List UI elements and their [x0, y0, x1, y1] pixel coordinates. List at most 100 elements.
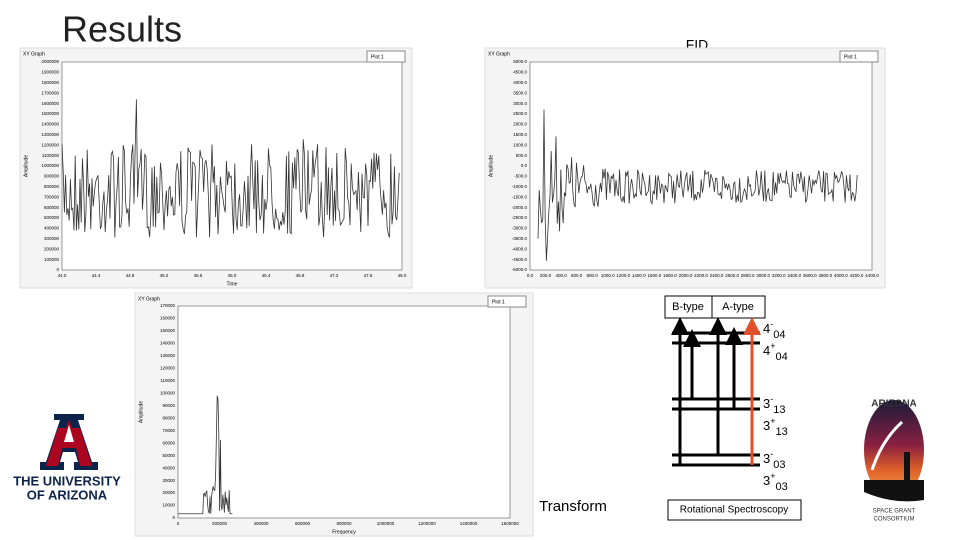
- y-tick-label: 200000: [44, 246, 60, 251]
- y-tick-label: 20000: [162, 490, 175, 495]
- level-sub: 03: [776, 481, 788, 493]
- y-tick-label: 150000: [160, 328, 176, 333]
- y-tick-label: 130000: [160, 353, 176, 358]
- level-sup: -: [770, 449, 773, 459]
- y-tick-label: -4500.0: [512, 257, 528, 262]
- level-sub: 13: [776, 426, 788, 438]
- x-tick-label: 44.8: [126, 273, 135, 278]
- y-tick-label: 110000: [160, 378, 175, 383]
- level-sup: +: [770, 416, 775, 426]
- x-tick-label: 2600.0: [725, 273, 739, 278]
- slide-title: Results: [62, 9, 182, 50]
- x-tick-label: 48.0: [398, 273, 407, 278]
- x-tick-label: 800.0: [587, 273, 599, 278]
- level-main: 3: [763, 451, 770, 466]
- y-tick-label: -500.0: [514, 174, 527, 179]
- y-tick-label: 1000000: [41, 163, 59, 168]
- y-tick-label: 600000: [44, 205, 60, 210]
- plot-area: [529, 61, 873, 271]
- y-tick-label: 80000: [162, 415, 175, 420]
- x-tick-label: 44.4: [92, 273, 101, 278]
- y-tick-label: -5000.0: [512, 267, 528, 272]
- y-axis-label: Amplitude: [488, 155, 494, 177]
- y-tick-label: 5000.0: [513, 59, 527, 64]
- y-tick-label: 10000: [162, 503, 175, 508]
- y-tick-label: -2500.0: [512, 215, 528, 220]
- y-tick-label: 900000: [44, 174, 60, 179]
- y-tick-label: 1400000: [41, 122, 59, 127]
- y-tick-label: 1100000: [42, 153, 60, 158]
- x-tick-label: 600000: [295, 521, 311, 526]
- x-tick-label: 47.2: [330, 273, 339, 278]
- x-tick-label: 3000.0: [756, 273, 770, 278]
- level-label: 3-13: [763, 394, 785, 416]
- level-label: 4+04: [763, 341, 788, 363]
- y-tick-label: 60000: [162, 440, 175, 445]
- y-tick-label: 1200000: [41, 142, 59, 147]
- level-sup: +: [770, 341, 775, 351]
- y-tick-label: 500000: [44, 215, 60, 220]
- y-tick-label: 1500000: [41, 111, 59, 116]
- level-label: 3+13: [763, 416, 788, 438]
- b-type-label: B-type: [672, 301, 704, 313]
- x-tick-label: 2400.0: [710, 273, 724, 278]
- y-tick-label: 70000: [162, 428, 175, 433]
- x-tick-label: 1400.0: [632, 273, 646, 278]
- x-tick-label: 1800.0: [663, 273, 677, 278]
- x-tick-label: 46.4: [262, 273, 271, 278]
- y-tick-label: 1800000: [41, 80, 59, 85]
- sg-line-1: SPACE GRANT: [873, 509, 916, 515]
- y-tick-label: 30000: [162, 478, 175, 483]
- y-tick-label: 1900000: [41, 70, 59, 75]
- x-tick-label: 4200.0: [850, 273, 864, 278]
- level-sub: 04: [773, 329, 785, 341]
- legend-box: [839, 50, 879, 63]
- y-axis-label: Amplitude: [138, 401, 144, 423]
- y-tick-label: 100000: [44, 257, 60, 262]
- level-sup: +: [770, 471, 775, 481]
- y-tick-label: 3500.0: [513, 90, 527, 95]
- a-type-label: A-type: [722, 301, 754, 313]
- y-tick-label: 4000.0: [513, 80, 527, 85]
- x-tick-label: 4000.0: [834, 273, 848, 278]
- x-tick-label: 400000: [253, 521, 269, 526]
- a-type-box: [711, 295, 766, 319]
- ua-logo: [40, 414, 98, 470]
- y-tick-label: -2000.0: [512, 205, 528, 210]
- plot-legend: Plot 1: [844, 54, 857, 60]
- x-tick-label: 200.0: [540, 273, 552, 278]
- y-tick-label: 2500.0: [513, 111, 527, 116]
- level-main: 4: [763, 321, 770, 336]
- x-tick-label: 45.6: [194, 273, 203, 278]
- x-tick-label: 0: [177, 521, 180, 526]
- y-tick-label: 0: [56, 267, 59, 272]
- x-tick-label: 44.0: [58, 273, 67, 278]
- x-tick-label: 1200000: [418, 521, 436, 526]
- x-tick-label: 1000000: [377, 521, 395, 526]
- y-tick-label: 40000: [162, 465, 175, 470]
- y-tick-label: -1500.0: [512, 194, 528, 199]
- plot-area: [177, 305, 511, 519]
- x-tick-label: 0.0: [527, 273, 534, 278]
- level-main: 3: [763, 396, 770, 411]
- transform-label: Transform: [539, 498, 607, 515]
- x-tick-label: 2800.0: [741, 273, 755, 278]
- plot-title: XY Graph: [488, 51, 510, 57]
- x-tick-label: 46.0: [228, 273, 237, 278]
- y-tick-label: -4000.0: [512, 246, 528, 251]
- sg-ground: [864, 480, 924, 502]
- x-tick-label: 1600.0: [647, 273, 661, 278]
- sg-top: ARIZONA: [871, 399, 917, 410]
- y-tick-label: 170000: [160, 303, 176, 308]
- level-label: 3-03: [763, 449, 785, 471]
- y-tick-label: 400000: [44, 226, 60, 231]
- x-axis-label: Frequency: [332, 529, 356, 535]
- plot-title: XY Graph: [138, 296, 160, 302]
- y-tick-label: -1000.0: [512, 184, 528, 189]
- y-tick-label: 800000: [44, 184, 60, 189]
- x-axis-label: Time: [227, 281, 238, 287]
- signal-trace: [178, 395, 233, 515]
- transition-arrows: [671, 317, 761, 465]
- x-tick-label: 4400.0: [865, 273, 879, 278]
- level-main: 3: [763, 418, 770, 433]
